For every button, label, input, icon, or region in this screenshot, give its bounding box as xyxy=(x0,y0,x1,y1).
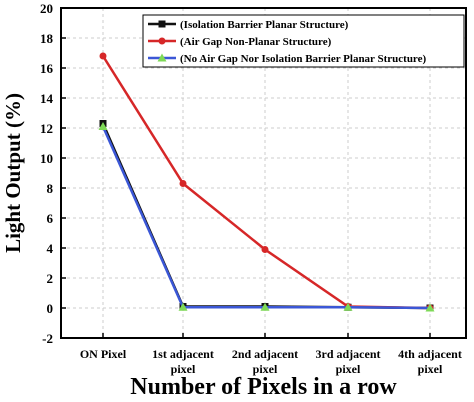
legend-label: (No Air Gap Nor Isolation Barrier Planar… xyxy=(180,53,426,65)
data-point xyxy=(98,122,108,130)
data-point xyxy=(179,180,187,187)
x-tick-label-line: pixel xyxy=(418,362,443,376)
y-tick-labels: -2 0 2 4 6 8 10 12 14 16 18 20 xyxy=(40,1,54,346)
y-tick-label: 4 xyxy=(47,241,54,256)
y-tick-label: 6 xyxy=(47,211,54,226)
data-point xyxy=(343,302,353,311)
y-tick-label: 2 xyxy=(47,271,54,286)
x-tick-label: ON Pixel xyxy=(80,347,127,361)
legend: (Isolation Barrier Planar Structure) (Air… xyxy=(142,14,465,68)
legend-label: (Air Gap Non-Planar Structure) xyxy=(180,36,332,48)
legend-swatch-marker xyxy=(158,37,166,45)
y-tick-label: 8 xyxy=(47,181,54,196)
legend-box xyxy=(142,14,465,68)
y-tick-label: 20 xyxy=(40,1,53,16)
data-point xyxy=(178,302,188,311)
x-tick-label-line: 3rd adjacent xyxy=(316,347,381,361)
x-axis-title: Number of Pixels in a row xyxy=(130,374,397,400)
x-tick-label-line: pixel xyxy=(253,362,278,376)
x-tick-label: 2nd adjacent pixel xyxy=(232,347,298,376)
x-tick-label-line: pixel xyxy=(336,362,361,376)
data-point xyxy=(261,246,269,253)
x-tick-label-line: pixel xyxy=(171,362,196,376)
x-tick-label: 3rd adjacent pixel xyxy=(316,347,381,376)
y-tick-label: -2 xyxy=(42,331,53,346)
data-point xyxy=(425,303,435,312)
x-tick-label-line: 2nd adjacent xyxy=(232,347,298,361)
x-tick-label: 1st adjacent pixel xyxy=(152,347,214,376)
x-tick-label: 4th adjacent pixel xyxy=(398,347,462,376)
y-tick-label: 14 xyxy=(40,91,54,106)
series-layer xyxy=(98,52,435,312)
plot-frame xyxy=(60,7,467,339)
x-tick-label-line: 1st adjacent xyxy=(152,347,214,361)
y-tick-label: 12 xyxy=(40,121,53,136)
data-point xyxy=(99,52,107,60)
legend-label: (Isolation Barrier Planar Structure) xyxy=(180,19,349,31)
y-tick-label: 0 xyxy=(47,301,54,316)
x-tick-label-line: 4th adjacent xyxy=(398,347,462,361)
y-axis-title: Light Output (%) xyxy=(1,93,25,253)
legend-swatch-marker xyxy=(158,20,166,28)
y-tick-label: 10 xyxy=(40,151,53,166)
y-tick-label: 18 xyxy=(40,31,54,46)
y-tick-label: 16 xyxy=(40,61,54,76)
legend-swatch-marker xyxy=(157,53,167,62)
data-point xyxy=(260,302,270,311)
series-3 xyxy=(98,122,435,312)
x-tick-label-line: ON Pixel xyxy=(80,347,127,361)
